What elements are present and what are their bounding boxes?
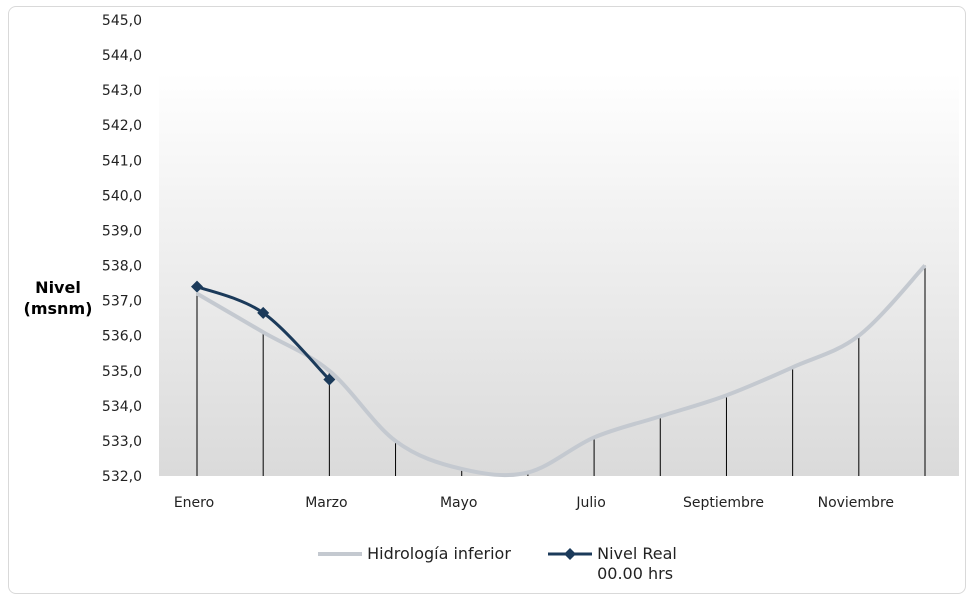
y-tick-label: 536,0 (102, 329, 142, 345)
y-tick-label: 532,0 (102, 469, 142, 485)
y-tick-label: 533,0 (102, 434, 142, 450)
series-line-hidrologia (195, 264, 927, 478)
x-tick-label: Mayo (440, 495, 478, 511)
x-tick-label: Marzo (305, 495, 347, 511)
y-tick-label: 544,0 (102, 48, 142, 64)
legend-label-nivel-real-line1: Nivel Real (597, 544, 677, 563)
y-axis-label: Nivel (msnm) (18, 277, 98, 319)
y-tick-label: 542,0 (102, 118, 142, 134)
x-tick-label: Noviembre (818, 495, 894, 511)
legend-diamond-marker-icon (548, 548, 592, 560)
y-tick-label: 541,0 (102, 153, 142, 169)
y-axis-label-line1: Nivel (35, 278, 81, 297)
legend-label-nivel-real-line2: 00.00 hrs (597, 564, 674, 583)
y-tick-label: 535,0 (102, 364, 142, 380)
y-tick-label: 545,0 (102, 13, 142, 29)
legend-line-swatch-icon (318, 552, 362, 556)
y-tick-label: 534,0 (102, 399, 142, 415)
line-chart: 532,0 533,0 534,0 535,0 536,0 537,0 538,0 539,0… (102, 13, 959, 511)
point-nivel-real (323, 373, 336, 386)
y-tick-label: 539,0 (102, 223, 142, 239)
x-tick-label: Julio (575, 495, 605, 511)
y-axis-label-line2: (msnm) (23, 299, 93, 318)
chart-card: 532,0 533,0 534,0 535,0 536,0 537,0 538,0 539,0… (8, 6, 966, 594)
legend-item-nivel-real: Nivel Real 00.00 hrs (548, 544, 677, 584)
plot-area-background (159, 72, 959, 476)
y-tick-label: 543,0 (102, 83, 142, 99)
y-tick-label: 538,0 (102, 259, 142, 275)
legend-label-nivel-real: Nivel Real 00.00 hrs (597, 544, 677, 584)
point-nivel-real (257, 306, 270, 319)
y-tick-label: 537,0 (102, 294, 142, 310)
point-nivel-real (191, 280, 203, 293)
y-tick-label: 540,0 (102, 188, 142, 204)
legend-label-hidrologia: Hidrología inferior (367, 544, 511, 563)
x-tick-label: Enero (174, 495, 214, 511)
x-tick-label: Septiembre (683, 495, 764, 511)
legend-item-hidrologia: Hidrología inferior (318, 544, 511, 564)
